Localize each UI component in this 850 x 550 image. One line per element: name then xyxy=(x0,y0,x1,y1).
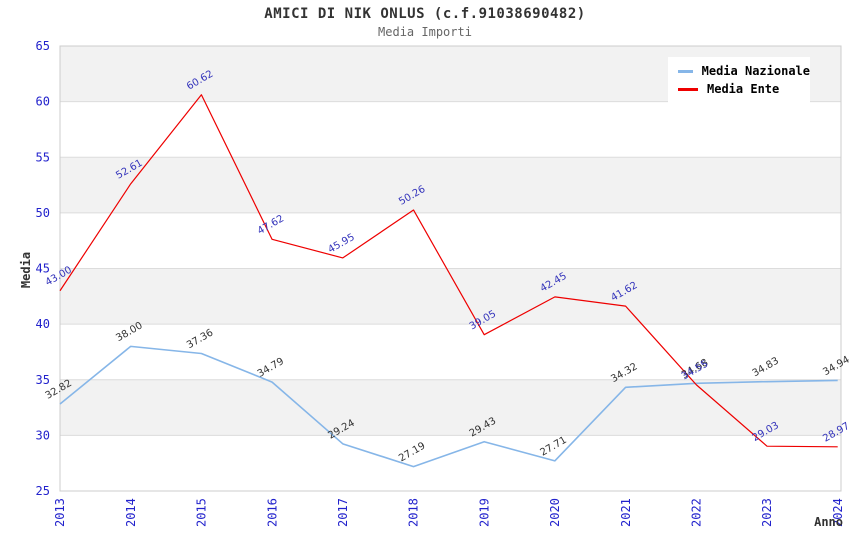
x-tick-label: 2022 xyxy=(690,498,704,527)
legend-line-icon-media-nazionale xyxy=(678,69,693,73)
y-tick-label: 65 xyxy=(36,39,50,53)
x-tick-label: 2015 xyxy=(195,498,209,527)
data-label: 37.36 xyxy=(185,327,215,351)
y-tick-label: 30 xyxy=(36,428,50,442)
plot-border xyxy=(59,45,842,492)
x-axis-title: Anno xyxy=(814,515,843,529)
plot-band xyxy=(60,268,841,325)
x-tick-label: 2013 xyxy=(53,498,67,527)
y-tick-label: 45 xyxy=(36,262,50,276)
y-tick-label: 60 xyxy=(36,95,50,109)
legend: Media Nazionale Media Ente xyxy=(668,57,810,103)
y-tick-label: 50 xyxy=(36,206,50,220)
y-tick-label: 25 xyxy=(36,484,50,498)
data-label: 47.62 xyxy=(256,213,286,237)
data-label: 27.71 xyxy=(538,435,568,459)
x-tick-label: 2019 xyxy=(477,498,491,527)
legend-label: Media Nazionale xyxy=(701,64,810,78)
legend-item-media-ente: Media Ente xyxy=(678,80,810,98)
x-tick-label: 2016 xyxy=(265,498,279,527)
y-axis-title: Media xyxy=(19,252,33,288)
x-tick-label: 2024 xyxy=(831,498,845,527)
x-tick-label: 2021 xyxy=(619,498,633,527)
data-label: 27.19 xyxy=(397,441,427,465)
data-label: 34.83 xyxy=(751,356,781,380)
x-tick-label: 2017 xyxy=(336,498,350,527)
legend-item-media-nazionale: Media Nazionale xyxy=(678,62,810,80)
x-tick-label: 2020 xyxy=(548,498,562,527)
plot-band xyxy=(60,157,841,213)
plot-band xyxy=(60,379,841,436)
x-tick-label: 2023 xyxy=(760,498,774,527)
legend-line-icon-media-ente xyxy=(678,87,698,91)
x-tick-label: 2014 xyxy=(124,498,138,527)
series-line-media-nazionale xyxy=(59,345,838,468)
y-tick-label: 35 xyxy=(36,373,50,387)
series-line-media-ente xyxy=(59,94,838,448)
legend-label: Media Ente xyxy=(707,82,780,96)
chart-subtitle: Media Importi xyxy=(378,25,472,39)
y-tick-label: 55 xyxy=(36,150,50,164)
chart-title: AMICI DI NIK ONLUS (c.f.91038690482) xyxy=(264,6,586,22)
data-label: 34.79 xyxy=(256,356,286,380)
data-label: 34.94 xyxy=(821,354,850,378)
y-tick-label: 40 xyxy=(36,317,50,331)
x-tick-label: 2018 xyxy=(407,498,421,527)
